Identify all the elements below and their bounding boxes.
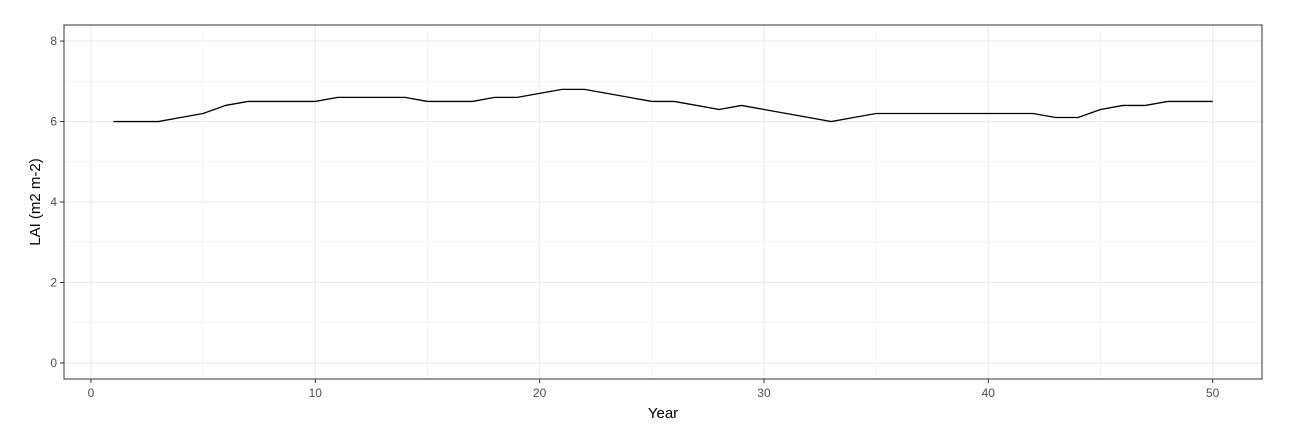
y-axis: 0 2 4 6 8 xyxy=(50,34,64,370)
y-tick-label: 2 xyxy=(50,275,57,289)
x-tick-label: 10 xyxy=(309,386,323,400)
y-tick-label: 6 xyxy=(50,115,57,129)
x-tick-label: 0 xyxy=(88,386,95,400)
major-gridlines xyxy=(64,25,1262,379)
y-tick-label: 4 xyxy=(50,195,57,209)
x-tick-label: 40 xyxy=(982,386,996,400)
y-tick-label: 0 xyxy=(50,356,57,370)
x-tick-label: 30 xyxy=(757,386,771,400)
x-tick-label: 20 xyxy=(533,386,547,400)
x-axis-title: Year xyxy=(648,405,678,422)
x-axis: 0 10 20 30 40 50 xyxy=(88,379,1220,400)
y-tick-label: 8 xyxy=(50,34,57,48)
y-axis-title: LAI (m2 m-2) xyxy=(27,158,44,246)
lai-series-line xyxy=(113,88,1213,123)
x-tick-label: 50 xyxy=(1206,386,1220,400)
